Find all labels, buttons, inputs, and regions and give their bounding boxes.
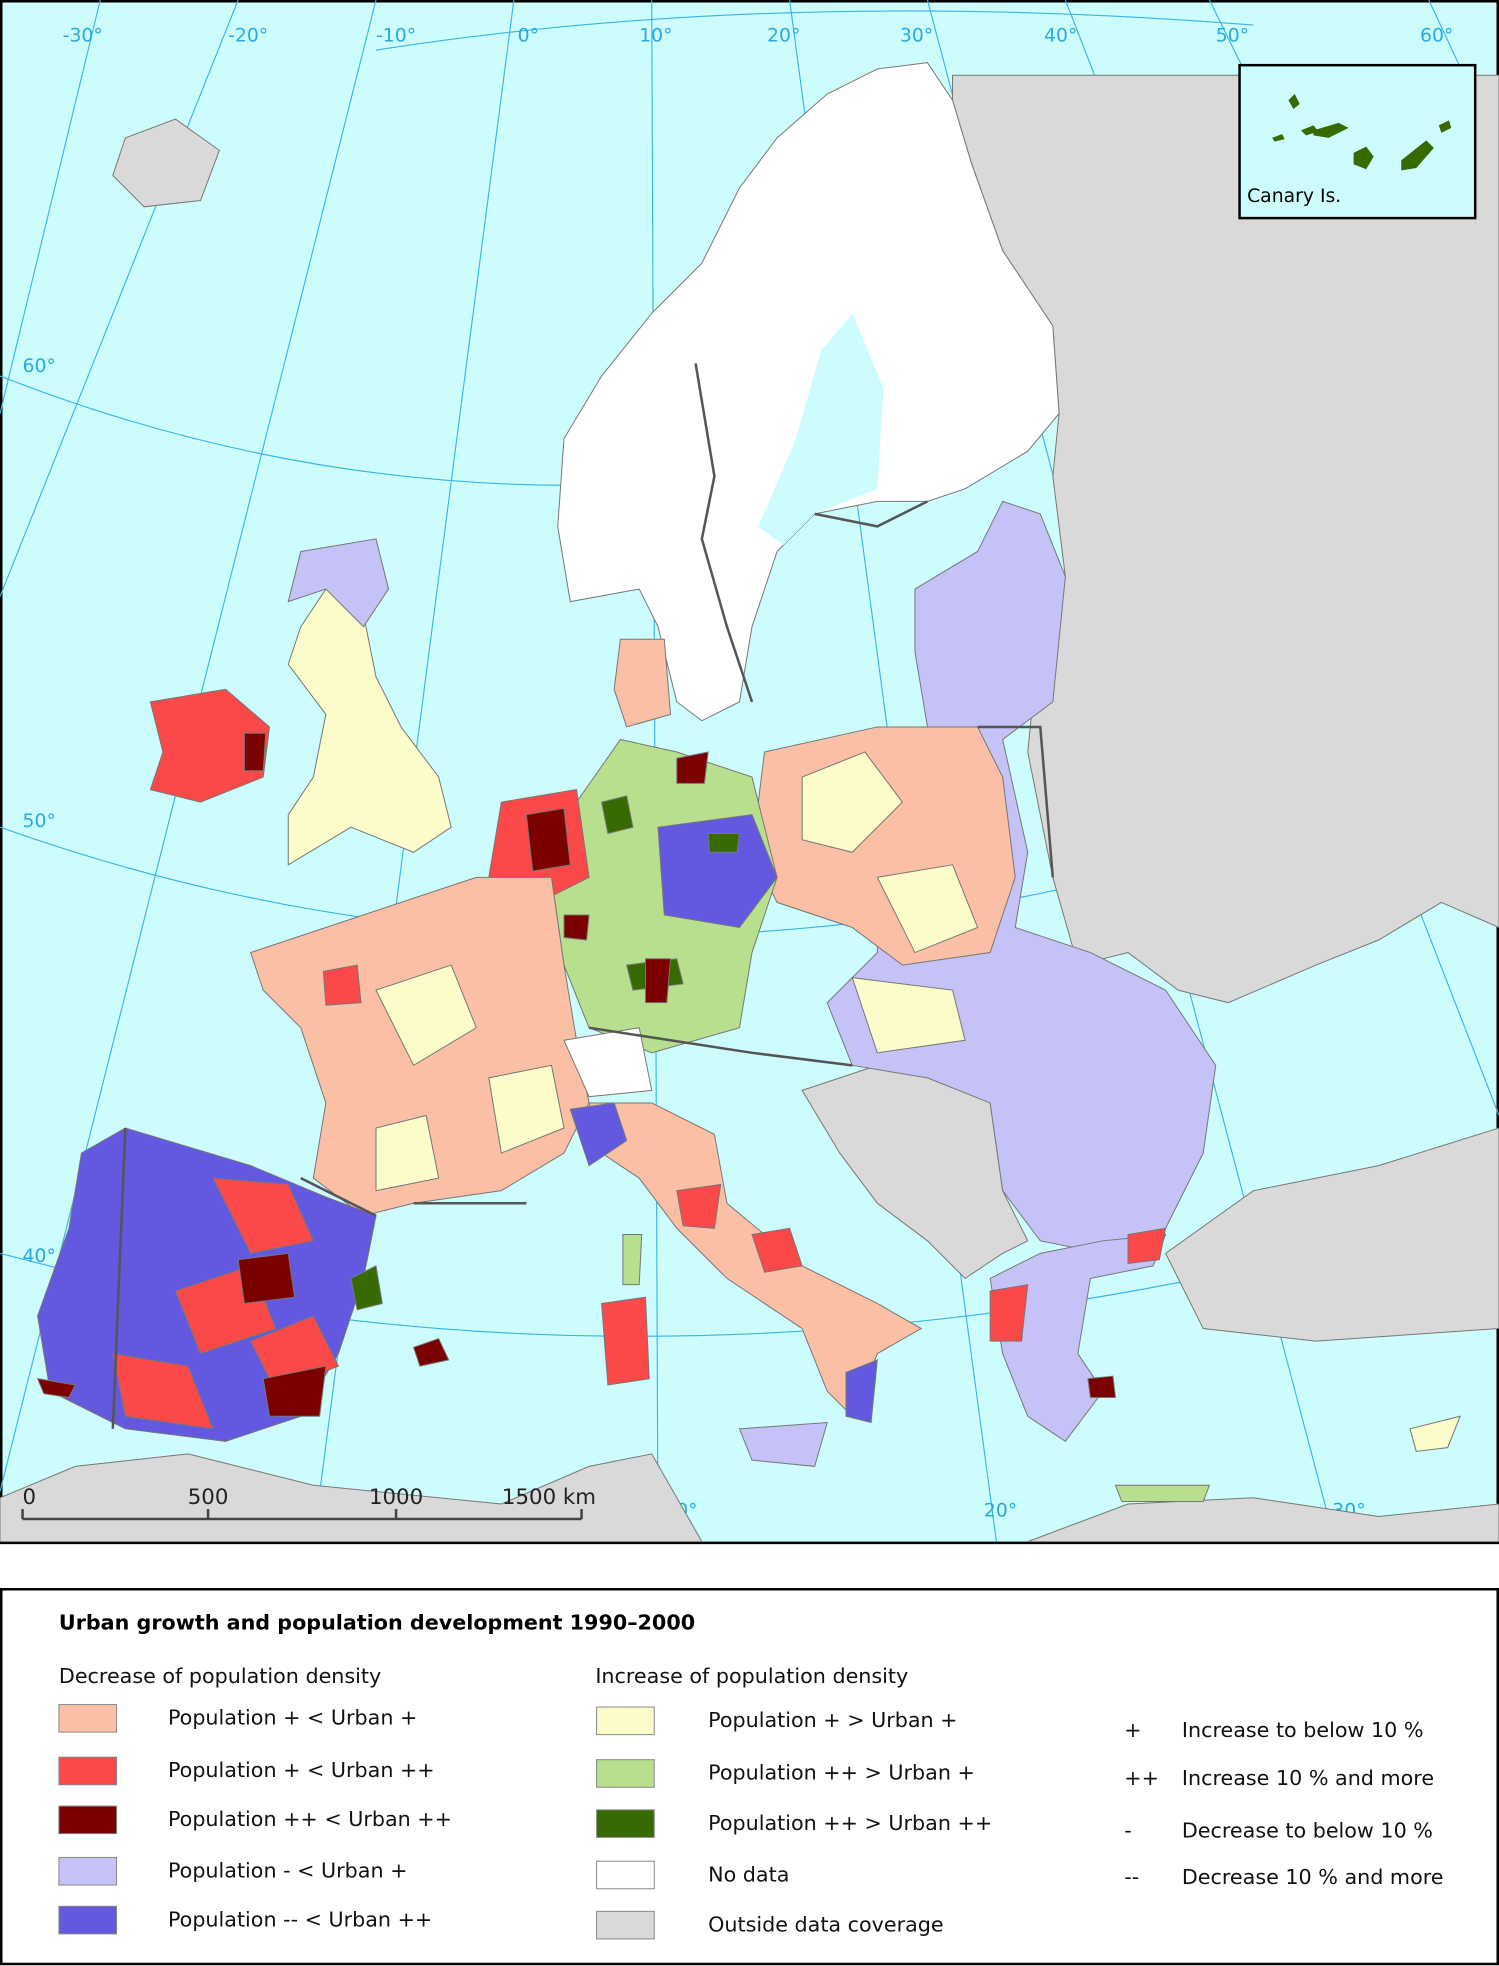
denmark [613,638,672,728]
legend-swatch [596,1759,655,1788]
scale-label: 1500 km [502,1485,596,1510]
scale-bar: 0 500 1000 1500 km [21,1485,596,1521]
graticule-label: 40° [23,1246,56,1267]
legend-swatch [596,1706,655,1736]
graticule-label: 20° [767,25,800,46]
scandinavia [557,62,1060,722]
valencia [350,1265,383,1311]
legend-swatch [58,1756,118,1786]
legend-swatch [596,1910,655,1940]
key-symbol: - [1124,1818,1131,1842]
key-symbol: + [1124,1718,1141,1742]
greece-urban [989,1227,1167,1342]
legend-label: Population -- < Urban ++ [168,1907,432,1931]
key-label: Increase 10 % and more [1182,1766,1434,1790]
inset-frame [1238,63,1477,220]
legend-heading: Decrease of population density [59,1664,381,1688]
legend-label: Population ++ > Urban ++ [708,1811,992,1835]
legend-swatch [596,1860,655,1890]
cyprus [1409,1415,1461,1452]
legend: Urban growth and population development … [0,1587,1499,1966]
greece [989,1233,1167,1443]
legend-swatch [58,1905,118,1935]
sardinia [601,1296,650,1386]
key-label: Decrease to below 10 % [1182,1818,1433,1842]
crete [1114,1484,1211,1503]
legend-swatch [58,1856,118,1886]
graticule-label: 30° [900,25,933,46]
legend-title: Urban growth and population development … [59,1610,695,1634]
inset-label: Canary Is. [1247,186,1341,207]
legend-label: Outside data coverage [708,1912,944,1936]
dublin [243,732,267,772]
key-label: Increase to below 10 % [1182,1718,1424,1742]
graticule-label: 10° [639,25,672,46]
scale-label: 1000 [369,1485,423,1510]
poland-growth [801,751,979,1054]
legend-swatch [596,1809,655,1838]
corsica [622,1234,643,1286]
graticule-label: 0° [518,25,539,46]
sicily [738,1421,828,1467]
legend-label: Population + < Urban ++ [168,1758,435,1782]
italy-urban [676,1183,803,1273]
ireland [149,688,270,803]
athens [1087,1375,1117,1398]
benelux-urban [525,807,571,872]
anatolia [1164,1127,1499,1342]
legend-label: No data [708,1862,789,1886]
legend-label: Population ++ > Urban + [708,1761,975,1785]
key-label: Decrease 10 % and more [1182,1865,1444,1889]
africa-east [1027,1497,1499,1543]
iberia-strong-urban [36,1252,327,1417]
graticule-label: 60° [1420,25,1453,46]
france-urban [322,964,362,1006]
balearics [412,1337,450,1367]
legend-label: Population ++ < Urban ++ [168,1807,452,1831]
graticule-label: 40° [1044,25,1077,46]
scale-label: 500 [188,1485,229,1510]
gulf-of-bothnia [758,313,884,546]
iceland [112,118,220,208]
graticule-label: 60° [23,356,56,377]
legend-swatch [58,1805,118,1835]
graticule-label: 20° [984,1501,1017,1522]
key-symbol: ++ [1124,1766,1159,1790]
east-germany [657,814,778,929]
germany-urban-spots [563,751,709,1004]
graticule-label: -20° [228,25,268,46]
legend-frame [0,1587,1499,1966]
legend-label: Population + < Urban + [168,1706,417,1730]
key-symbol: -- [1124,1865,1139,1889]
graticule-label: 50° [1216,25,1249,46]
france-growth [375,964,565,1192]
legend-heading: Increase of population density [595,1664,908,1688]
graticule-label: -10° [376,25,416,46]
legend-label: Population - < Urban + [168,1859,408,1883]
regions [36,62,1461,1503]
scotland [287,538,390,628]
graticule-label: -30° [63,25,103,46]
legend-swatch [58,1704,118,1733]
inset: Canary Is. [1238,63,1477,220]
canary-islands [1272,94,1452,171]
iberia-urban [112,1177,340,1430]
italy-decline [569,1102,878,1424]
scale-label: 0 [23,1485,37,1510]
legend-label: Population + > Urban + [708,1708,957,1732]
country-borders [111,363,1055,1429]
graticule-label: 50° [23,811,56,832]
